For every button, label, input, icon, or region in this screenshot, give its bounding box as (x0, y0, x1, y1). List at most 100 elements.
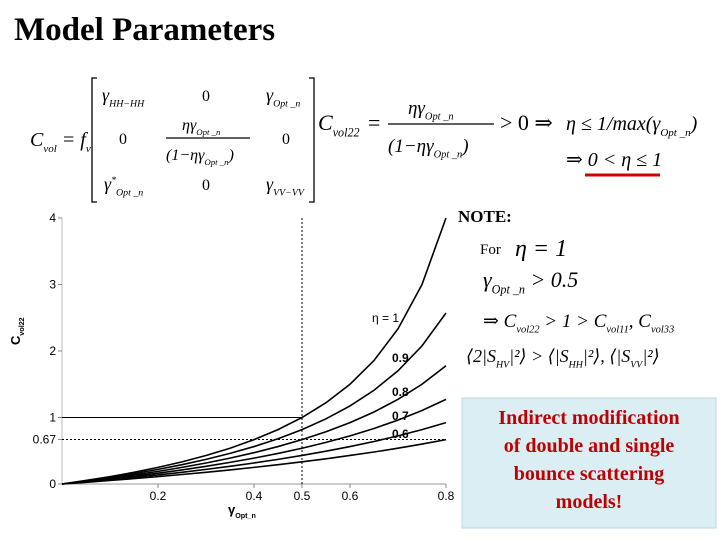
text-part: 0 (202, 177, 210, 194)
text-part: γ (266, 85, 274, 105)
subscript: Opt _n (434, 150, 463, 161)
subscript: Opt _n (660, 127, 691, 139)
subscript: vol22 (333, 126, 360, 140)
equation-text: ⇒ 0 < η ≤ 1 (566, 149, 662, 171)
equation-text: γHH−HH (102, 85, 145, 109)
subscript: VV (630, 359, 643, 370)
curve-label: 0.9 (392, 351, 409, 365)
text-part: ⇒ 0 < η ≤ 1 (566, 149, 662, 171)
y-tick-label: 0 (49, 477, 56, 491)
text-part: ) (228, 147, 234, 164)
text-part: > 0 ⇒ (500, 110, 553, 135)
x-axis-label: γOpt_n (228, 502, 256, 520)
subscript: HH−HH (108, 98, 145, 109)
text-part: C (318, 110, 333, 135)
curve-label: η = 1 (372, 311, 399, 325)
text-part: η ≤ 1/max(γ (566, 113, 661, 135)
subscript: Opt _n (116, 187, 143, 198)
supscript: * (111, 175, 116, 186)
text-part: 0 (282, 131, 290, 148)
callout-line: bounce scattering (514, 463, 665, 485)
curve (61, 365, 447, 485)
subscript: Opt _n (492, 283, 525, 297)
matrix-bracket (91, 77, 97, 203)
note-heading: NOTE: (458, 207, 512, 226)
y-tick-label: 1 (49, 411, 56, 425)
text-part: |²⟩ (642, 346, 659, 366)
x-tick-label: 0.6 (342, 489, 359, 503)
y-tick-label: 0.67 (33, 432, 57, 446)
subscript: vol22 (516, 325, 539, 336)
text-part: C (30, 129, 44, 151)
text-part: γ (483, 267, 493, 292)
curve-label: 0.6 (392, 427, 409, 441)
text-part: η = 1 (515, 236, 567, 262)
equation-text: > 0 ⇒ (500, 110, 553, 135)
x-tick-label: 0.8 (438, 489, 455, 503)
equation-text: ηγOpt _n (408, 98, 454, 123)
equation-text: Cvol22 (318, 110, 360, 140)
text-part: = f (57, 129, 88, 151)
text-part: |²⟩, ⟨|S (583, 346, 630, 366)
text-part: ηγ (408, 98, 425, 119)
text-part: ⇒ C (483, 311, 517, 332)
equation-text: (1−ηγOpt _n) (166, 147, 234, 167)
text-part: (1−ηγ (166, 147, 205, 164)
equation-text: 0 (119, 131, 127, 148)
x-tick-label: 0.5 (294, 489, 311, 503)
subscript: vol33 (651, 325, 674, 336)
subscript: vol (43, 143, 56, 155)
text-part: γ (266, 174, 274, 194)
curve-label: 0.7 (392, 409, 409, 423)
equation-text: Cvol = fv (30, 129, 91, 155)
text-part: ηγ (182, 117, 197, 134)
curve (61, 312, 447, 485)
equation-text: = (368, 110, 380, 135)
subscript: Opt_n (235, 512, 256, 520)
text-part: For (480, 242, 501, 258)
slide-title: Model Parameters (14, 12, 275, 48)
text-part: C (8, 335, 23, 345)
x-tick-label: 0.4 (246, 489, 263, 503)
text-part: |²⟩ > ⟨|S (509, 346, 568, 366)
equation-text: For (480, 242, 501, 258)
text-part: > 1 > C (540, 311, 607, 332)
curve (61, 421, 447, 485)
equation-text: η = 1 (515, 236, 567, 262)
subscript: Opt _n (196, 127, 221, 137)
equation-text: ηγOpt _n (182, 117, 221, 137)
y-axis-label: Cvol22 (8, 317, 26, 345)
subscript: HH (568, 359, 584, 370)
equation-text: ⇒ Cvol22 > 1 > Cvol11, Cvol33 (483, 311, 674, 336)
x-tick-label: 0.2 (150, 489, 167, 503)
callout-line: models! (556, 491, 623, 513)
subscript: vol22 (18, 317, 26, 335)
text-part: γ (228, 502, 236, 517)
text-part: , C (629, 311, 652, 332)
equation-text: 0 (282, 131, 290, 148)
text-part: NOTE: (458, 207, 512, 226)
equation-text: γ*Opt _n (104, 174, 143, 198)
text-part: = (368, 110, 380, 135)
equation-text: ⟨2|SHV|²⟩ > ⟨|SHH|²⟩, ⟨|SVV|²⟩ (466, 346, 660, 370)
equation-text: 0 (202, 88, 210, 105)
callout-box (461, 397, 717, 529)
equation-text: 0 (202, 177, 210, 194)
subscript: VV−VV (273, 187, 305, 198)
text-part: γ (102, 85, 110, 105)
subscript: Opt _n (273, 98, 300, 109)
text-part: > 0.5 (525, 267, 578, 292)
y-tick-label: 3 (49, 278, 56, 292)
curve (61, 438, 447, 485)
text-part: (1−ηγ (388, 136, 434, 157)
subscript: v (86, 143, 91, 155)
curve (61, 398, 447, 485)
text-part: ⟨2|S (466, 346, 496, 366)
y-tick-label: 4 (49, 211, 56, 225)
text-part: 0 (202, 88, 210, 105)
subscript: Opt _n (204, 157, 229, 167)
equation-text: (1−ηγOpt _n) (388, 136, 469, 161)
equation-text: γVV−VV (266, 174, 305, 198)
subscript: vol11 (606, 325, 628, 336)
